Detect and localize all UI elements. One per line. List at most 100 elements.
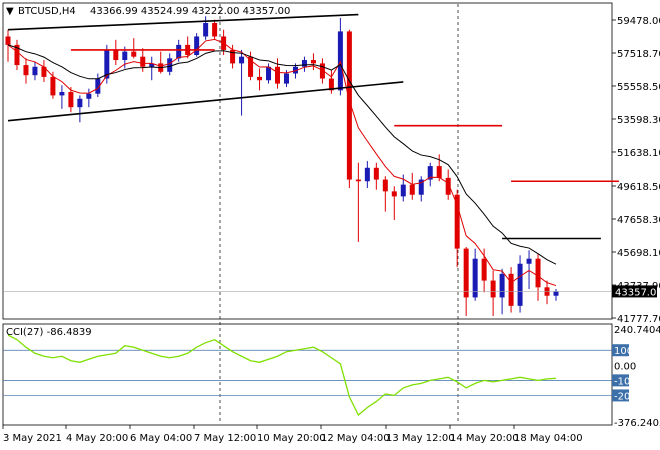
candle-body (553, 291, 559, 296)
candle-body (149, 63, 155, 67)
time-tick-label: 14 May 20:00 (450, 433, 519, 444)
candle-body (77, 98, 83, 108)
time-tick-label: 3 May 2021 (3, 433, 62, 444)
candle-body (203, 22, 209, 37)
chart-collapse-icon[interactable]: ▼ (6, 6, 14, 17)
time-tick-label: 4 May 20:00 (66, 433, 128, 444)
ohlc-readout: 43366.99 43524.99 43222.00 43357.00 (90, 6, 290, 17)
candle-body (14, 44, 20, 66)
candle-body (526, 258, 532, 264)
candle-body (364, 167, 370, 182)
price-tick-label: 41777.70 (617, 314, 660, 325)
candle-body (346, 31, 352, 180)
candle-body (292, 66, 298, 74)
candle-body (113, 49, 119, 61)
candle-body (517, 263, 523, 306)
candle-body (212, 22, 218, 37)
time-tick-label: 6 May 04:00 (130, 433, 192, 444)
price-tick-label: 49618.50 (617, 182, 660, 193)
price-tick-label: 47658.30 (617, 215, 660, 226)
cci-tick-label: -376.2403 (614, 418, 660, 429)
candle-body (68, 92, 74, 108)
candlestick-series (5, 16, 559, 316)
candle-body (508, 273, 514, 306)
price-tick-label: 57518.70 (617, 49, 660, 60)
candle-body (95, 78, 101, 94)
time-tick-label: 18 May 04:00 (514, 433, 583, 444)
candle-body (454, 194, 460, 249)
price-tick-label: 59478.00 (617, 16, 660, 27)
candle-body (418, 179, 424, 195)
candle-body (32, 66, 38, 76)
candle-body (499, 273, 505, 298)
candle-body (140, 56, 146, 67)
time-tick-label: 12 May 04:00 (321, 433, 390, 444)
candle-body (319, 63, 325, 79)
indicator-panel-frame (2, 323, 613, 426)
candle-body (400, 184, 406, 197)
candle-body (490, 280, 496, 298)
candle-body (266, 66, 272, 81)
cci-tick-label: 0.00 (614, 361, 636, 372)
time-axis: 3 May 2021 4 May 20:00 6 May 04:00 7 May 12… (2, 425, 583, 444)
candle-body (355, 179, 361, 182)
cci-axis: 240.7404 100 0.00 -100 -200 -376.2403 (612, 325, 660, 429)
cci-tick-label: 100 (614, 346, 633, 357)
fast-ma-line (7, 38, 557, 287)
cci-line (7, 334, 557, 417)
symbol-timeframe-label: BTCUSD,H4 (18, 6, 76, 17)
candle-body (427, 166, 433, 180)
candle-body (328, 78, 334, 91)
candle-body (301, 60, 307, 67)
cci-level-lines (3, 349, 612, 396)
ascending-channel-top (7, 13, 359, 31)
price-panel-frame (2, 2, 613, 320)
price-tick-label: 51638.10 (617, 148, 660, 159)
candle-body (5, 36, 11, 45)
candle-body (194, 36, 200, 55)
cci-tick-label: -100 (614, 376, 637, 387)
candle-body (382, 179, 388, 192)
candle-body (167, 58, 173, 72)
candle-body (131, 51, 137, 57)
candle-body (257, 76, 263, 81)
candle-body (275, 66, 281, 84)
candle-body (176, 44, 182, 59)
candle-body (50, 76, 56, 96)
candle-body (248, 56, 254, 77)
candle-body (463, 248, 469, 298)
candle-body (391, 191, 397, 197)
candle-body (409, 184, 415, 195)
time-tick-label: 13 May 12:00 (386, 433, 455, 444)
current-price-marker: 43357.00 (3, 285, 660, 298)
cci-label: CCI(27) -86.4839 (6, 327, 92, 338)
candle-body (230, 49, 236, 64)
trend-lines (7, 13, 619, 240)
candle-body (23, 65, 29, 76)
candle-body (436, 166, 442, 178)
candle-body (283, 73, 289, 84)
slow-ma-line (7, 44, 557, 265)
price-tick-label: 55558.50 (617, 82, 660, 93)
current-price-label: 43357.00 (615, 287, 660, 298)
candle-body (445, 177, 451, 195)
ascending-channel-bottom (7, 81, 404, 122)
candle-body (373, 167, 379, 180)
time-tick-label: 7 May 12:00 (194, 433, 256, 444)
candle-body (41, 66, 47, 77)
candle-body (122, 51, 128, 61)
candle-body (472, 258, 478, 298)
candle-body (310, 60, 316, 64)
candle-body (104, 49, 110, 79)
cci-tick-label: 240.7404 (614, 325, 660, 336)
price-tick-label: 45698.10 (617, 248, 660, 259)
price-tick-label: 53598.30 (617, 115, 660, 126)
candle-body (481, 258, 487, 281)
candle-body (535, 258, 541, 288)
time-tick-label: 10 May 20:00 (257, 433, 326, 444)
cci-tick-label: -200 (614, 391, 637, 402)
candle-body (239, 56, 245, 64)
candle-body (86, 93, 92, 99)
price-axis: 59478.00 57518.70 55558.50 53598.30 51638.10… (612, 16, 660, 325)
